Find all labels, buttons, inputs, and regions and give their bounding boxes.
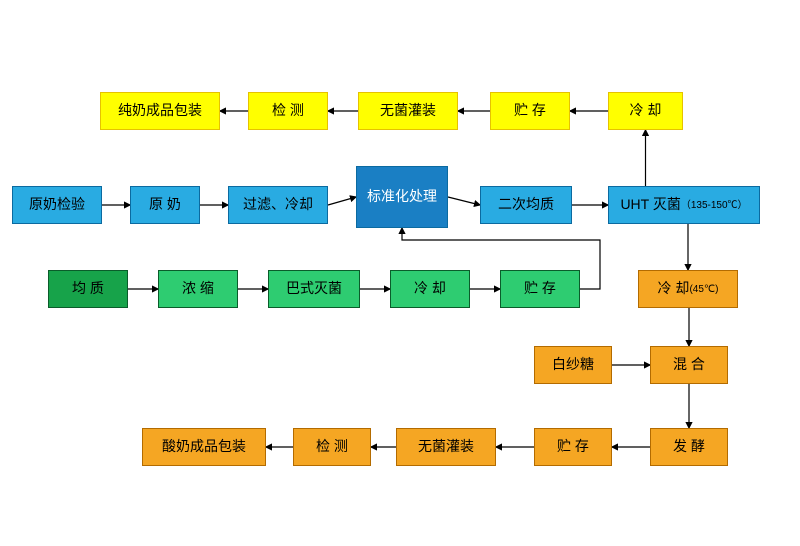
node-o7: 酸奶成品包装: [142, 428, 266, 466]
node-b5: 二次均质: [480, 186, 572, 224]
node-y2: 检 测: [248, 92, 328, 130]
node-o5: 无菌灌装: [396, 428, 496, 466]
node-g1: 均 质: [48, 270, 128, 308]
node-o6: 检 测: [293, 428, 371, 466]
node-g3: 巴式灭菌: [268, 270, 360, 308]
node-y4: 贮 存: [490, 92, 570, 130]
node-o1: 冷 却(45℃): [638, 270, 738, 308]
node-o2a: 白纱糖: [534, 346, 612, 384]
node-g2: 浓 缩: [158, 270, 238, 308]
node-o4: 贮 存: [534, 428, 612, 466]
node-b3: 过滤、冷却: [228, 186, 328, 224]
node-y5: 冷 却: [608, 92, 683, 130]
node-g4: 冷 却: [390, 270, 470, 308]
node-b4: 标准化处理: [356, 166, 448, 228]
node-y1: 纯奶成品包装: [100, 92, 220, 130]
node-o3: 发 酵: [650, 428, 728, 466]
node-o2: 混 合: [650, 346, 728, 384]
node-g5: 贮 存: [500, 270, 580, 308]
node-y3: 无菌灌装: [358, 92, 458, 130]
node-b1: 原奶检验: [12, 186, 102, 224]
node-b6: UHT 灭菌（135-150℃）: [608, 186, 760, 224]
node-b2: 原 奶: [130, 186, 200, 224]
